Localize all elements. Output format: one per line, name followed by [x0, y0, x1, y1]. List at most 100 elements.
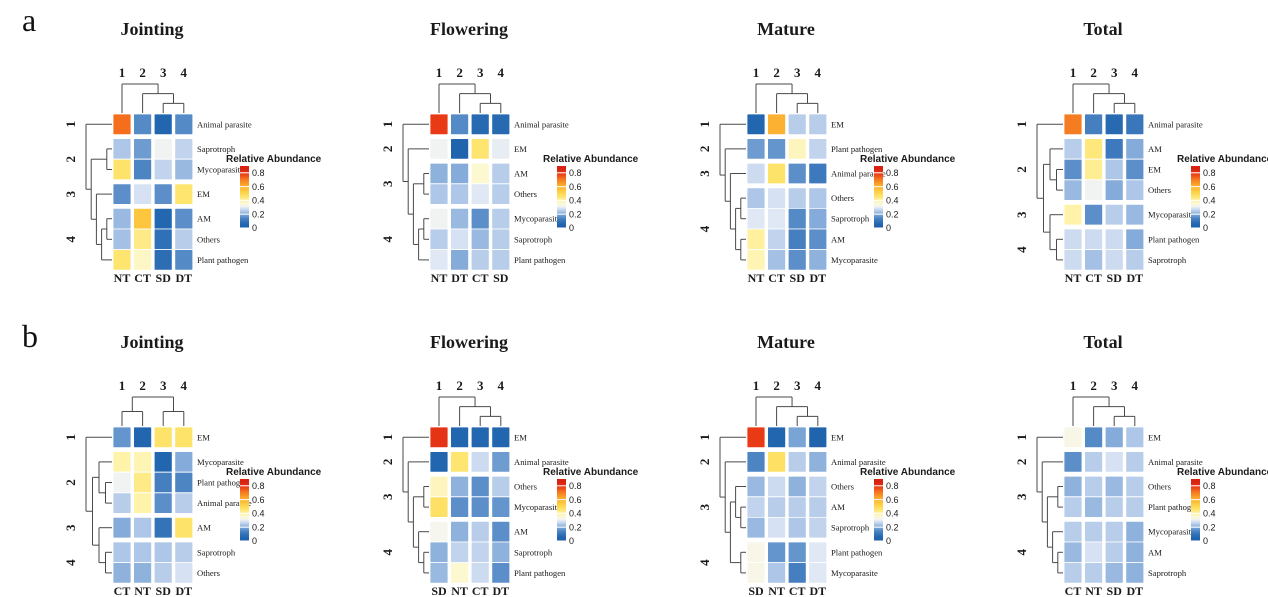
column-cluster-number: 3 [477, 378, 484, 393]
panel-title: Flowering [430, 19, 508, 39]
row-label: Animal parasite [831, 457, 886, 467]
heatmap-cell [1063, 520, 1083, 543]
legend-tick-label: 0.6 [569, 182, 582, 192]
legend-tick-label: 0.4 [569, 196, 582, 206]
heatmap-cell [491, 496, 511, 518]
heatmap-cell [491, 207, 511, 230]
column-label: SD [493, 271, 509, 285]
column-cluster-number: 4 [1132, 378, 1139, 393]
legend-title: Relative Abundance [860, 467, 956, 478]
legend-tick-mark [874, 185, 883, 188]
heatmap-cell [133, 451, 153, 473]
heatmap-cell [767, 249, 787, 271]
column-cluster-number: 1 [1070, 378, 1077, 393]
heatmap-grid [112, 426, 194, 584]
legend-title: Relative Abundance [1177, 467, 1268, 478]
column-label: SD [1107, 584, 1123, 597]
row-cluster-number: 4 [697, 225, 712, 232]
heatmap-cell [787, 187, 807, 209]
heatmap-cell [429, 138, 449, 160]
column-cluster-number: 4 [498, 65, 505, 80]
heatmap-cell [174, 113, 194, 136]
column-label: DT [809, 584, 826, 597]
column-cluster-number: 3 [477, 65, 484, 80]
heatmap-cell [153, 158, 173, 181]
legend-tick-mark [1191, 512, 1200, 514]
row-label: Animal parasite [831, 169, 886, 179]
heatmap-cell [174, 492, 194, 514]
row-label: Others [197, 234, 221, 244]
heatmap-cell [808, 541, 828, 564]
column-cluster-number: 3 [794, 378, 801, 393]
heatmap-cell [133, 516, 153, 539]
legend-tick-label: 0.6 [886, 182, 899, 192]
legend-tick-label: 0.6 [252, 495, 265, 505]
heatmap-cell [491, 228, 511, 251]
legend-tick-mark [874, 485, 883, 487]
legend-tick-mark [557, 213, 566, 215]
heatmap-cell [429, 496, 449, 518]
row-label: Saprotroph [514, 234, 553, 244]
legend-tick-mark [557, 185, 566, 188]
legend-title: Relative Abundance [543, 154, 639, 165]
legend-tick-label: 0.6 [886, 495, 899, 505]
legend-colorbar [874, 166, 883, 228]
subfigure-label-a: a [22, 2, 37, 38]
heatmap-cell [1125, 228, 1145, 251]
heatmap-cell [112, 541, 132, 564]
legend-colorbar [240, 166, 249, 228]
row-cluster-number: 2 [63, 479, 78, 486]
column-label: NT [1065, 271, 1082, 285]
legend-tick-label: 0 [252, 536, 257, 546]
heatmap-cell [1125, 113, 1145, 136]
heatmap-cell [1063, 496, 1083, 518]
heatmap-grid [746, 113, 828, 271]
heatmap-cell [491, 249, 511, 271]
heatmap-cell [174, 541, 194, 564]
heatmap-cell [767, 162, 787, 185]
row-dendrogram [402, 123, 429, 261]
column-label: DT [809, 271, 826, 285]
row-label: Plant pathogen [514, 255, 566, 265]
heatmap-grid [429, 426, 511, 584]
legend-tick-label: 0.6 [252, 182, 265, 192]
legend-tick-mark [874, 526, 883, 528]
heatmap-cell [174, 183, 194, 205]
heatmap-cell [808, 562, 828, 584]
legend-tick-label: 0.4 [569, 509, 582, 519]
legend-tick-mark [1191, 199, 1200, 201]
row-dendrogram [1036, 123, 1063, 261]
column-cluster-number: 2 [773, 378, 780, 393]
heatmap-cell [429, 228, 449, 251]
heatmap-cell [1084, 475, 1104, 498]
legend-tick-mark [1191, 498, 1200, 501]
row-label: Mycoparasite [514, 214, 561, 224]
heatmap-cell [767, 516, 787, 539]
heatmap-cell [491, 162, 511, 185]
legend-tick-label: 0.2 [252, 209, 265, 219]
heatmap-cell [808, 162, 828, 185]
column-label: CT [134, 271, 151, 285]
heatmap-cell [787, 562, 807, 584]
row-label: AM [831, 234, 845, 244]
heatmap-cell [808, 138, 828, 160]
color-legend: Relative Abundance 0.8 0.6 0.4 0.2 0 [226, 467, 322, 546]
row-label: Plant pathogen [831, 547, 883, 557]
panel-title: Jointing [120, 332, 183, 352]
legend-tick-mark [557, 172, 566, 174]
heatmap-cell [470, 520, 490, 543]
heatmap-cell [153, 492, 173, 514]
heatmap-cell [1104, 138, 1124, 160]
legend-tick-label: 0.8 [569, 168, 582, 178]
heatmap-cell [133, 471, 153, 494]
column-label: SD [156, 271, 172, 285]
heatmap-cell [1104, 451, 1124, 473]
heatmap-cell [133, 183, 153, 205]
legend-tick-mark [1191, 185, 1200, 188]
legend-tick-mark [557, 498, 566, 501]
heatmap-cell [1063, 228, 1083, 251]
column-cluster-number: 4 [1132, 65, 1139, 80]
heatmap-cell [1125, 451, 1145, 473]
legend-tick-mark [240, 227, 249, 229]
heatmap-cell [470, 113, 490, 136]
